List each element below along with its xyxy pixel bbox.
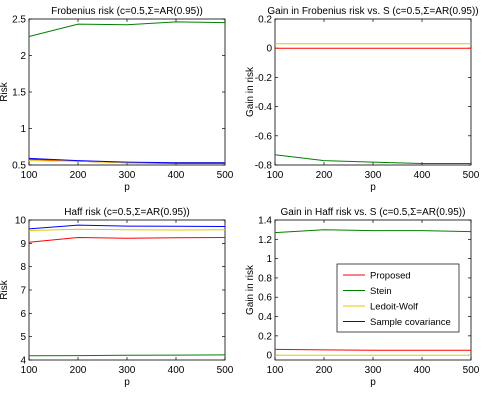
y-tick-label: 0.8 (258, 273, 272, 284)
y-axis-label: Gain in risk (245, 264, 256, 315)
x-tick-label: 100 (21, 170, 38, 181)
y-tick-label: 4 (20, 356, 26, 367)
y-tick-label: 8 (20, 262, 26, 273)
y-tick-label: 1 (266, 254, 272, 265)
x-tick-label: 500 (217, 170, 234, 181)
y-tick-label: 0.5 (12, 161, 26, 172)
series-line-sample-covariance (28, 157, 225, 164)
series-line-sample-covariance (28, 224, 226, 230)
x-tick-label: 200 (316, 365, 333, 376)
x-tick-label: 300 (119, 365, 136, 376)
y-axis-label: Risk (0, 81, 10, 101)
x-tick-label: 500 (217, 365, 234, 376)
x-axis-label: p (124, 377, 130, 388)
series-line-stein (274, 154, 471, 164)
series-line-proposed (274, 348, 471, 351)
y-tick-label: 0 (266, 351, 272, 362)
y-tick-label: 0.4 (258, 312, 272, 323)
x-tick-label: 200 (70, 170, 87, 181)
y-tick-label: 9 (20, 239, 26, 250)
x-axis-label: p (124, 182, 130, 193)
x-tick-label: 100 (267, 365, 284, 376)
legend-entry-label: Sample covariance (370, 317, 451, 328)
series-line-stein (274, 229, 472, 234)
x-tick-label: 300 (365, 365, 382, 376)
series-line-proposed (28, 236, 226, 243)
plot-area (274, 18, 472, 166)
x-tick-label: 300 (119, 170, 136, 181)
legend: Proposed Stein Ledoit-Wolf Sample covarianc… (336, 263, 460, 333)
y-tick-label: 7 (20, 286, 26, 297)
legend-entry-label: Proposed (370, 271, 411, 282)
y-tick-label: 0.2 (258, 15, 272, 26)
y-tick-label: -0.4 (255, 102, 273, 113)
y-tick-label: 10 (15, 216, 27, 227)
x-tick-label: 400 (414, 170, 431, 181)
chart-title: Gain in Frobenius risk vs. S (c=0.5,Σ=AR… (267, 6, 478, 17)
x-tick-label: 400 (168, 170, 185, 181)
y-tick-label: 1 (20, 124, 26, 135)
x-tick-label: 400 (414, 365, 431, 376)
y-tick-label: 0 (266, 44, 272, 55)
x-tick-label: 200 (316, 170, 333, 181)
chart-panel-1: 100 200 300 400 500 0.5 1 1.5 2 2.5 Frobenius risk… (0, 6, 234, 193)
y-tick-label: 1.4 (258, 216, 272, 227)
x-axis-label: p (370, 182, 376, 193)
x-tick-label: 100 (21, 365, 38, 376)
series-line-ledoit-wolf (28, 228, 226, 231)
plot-area (28, 18, 226, 166)
chart-panel-2: 100 200 300 400 500-0.8-0.6-0.4-0.200.2Gain … (245, 6, 480, 193)
chart-title: Haff risk (c=0.5,Σ=AR(0.95)) (64, 207, 189, 218)
y-tick-label: 0.6 (258, 293, 272, 304)
y-tick-label: 0.2 (258, 331, 272, 342)
y-tick-label: 2 (20, 51, 26, 62)
y-tick-label: -0.2 (255, 73, 273, 84)
x-tick-label: 500 (463, 170, 480, 181)
y-tick-label: 1.2 (258, 235, 272, 246)
y-tick-label: -0.6 (255, 131, 273, 142)
y-tick-label: 6 (20, 309, 26, 320)
chart-title: Gain in Haff risk vs. S (c=0.5,Σ=AR(0.95… (281, 207, 466, 218)
x-tick-label: 300 (365, 170, 382, 181)
series-line-stein (28, 21, 226, 37)
chart-panel-4: 100 200 300 400 500 0 0.2 0.4 0.6 0.8 1 1.2 1.4 Gain … (245, 207, 480, 388)
legend-entry-label: Ledoit-Wolf (370, 302, 418, 313)
y-axis-label: Risk (0, 279, 10, 299)
x-tick-label: 400 (168, 365, 185, 376)
y-axis-label: Gain in risk (245, 66, 256, 117)
x-axis-label: p (370, 377, 376, 388)
y-tick-label: -0.8 (255, 161, 273, 172)
chart-panel-3: 100 200 300 400 500 4 5 6 7 8 9 10 Haff risk (c=0.5,… (0, 207, 234, 388)
y-tick-label: 2.5 (12, 15, 26, 26)
y-tick-label: 1.5 (12, 88, 26, 99)
chart-title: Frobenius risk (c=0.5,Σ=AR(0.95)) (51, 6, 203, 17)
series-line-stein (28, 354, 226, 357)
plot-area (28, 219, 226, 361)
x-tick-label: 200 (70, 365, 87, 376)
x-tick-label: 100 (267, 170, 284, 181)
legend-entry-label: Stein (370, 286, 392, 297)
y-tick-label: 5 (20, 332, 26, 343)
x-tick-label: 500 (463, 365, 480, 376)
